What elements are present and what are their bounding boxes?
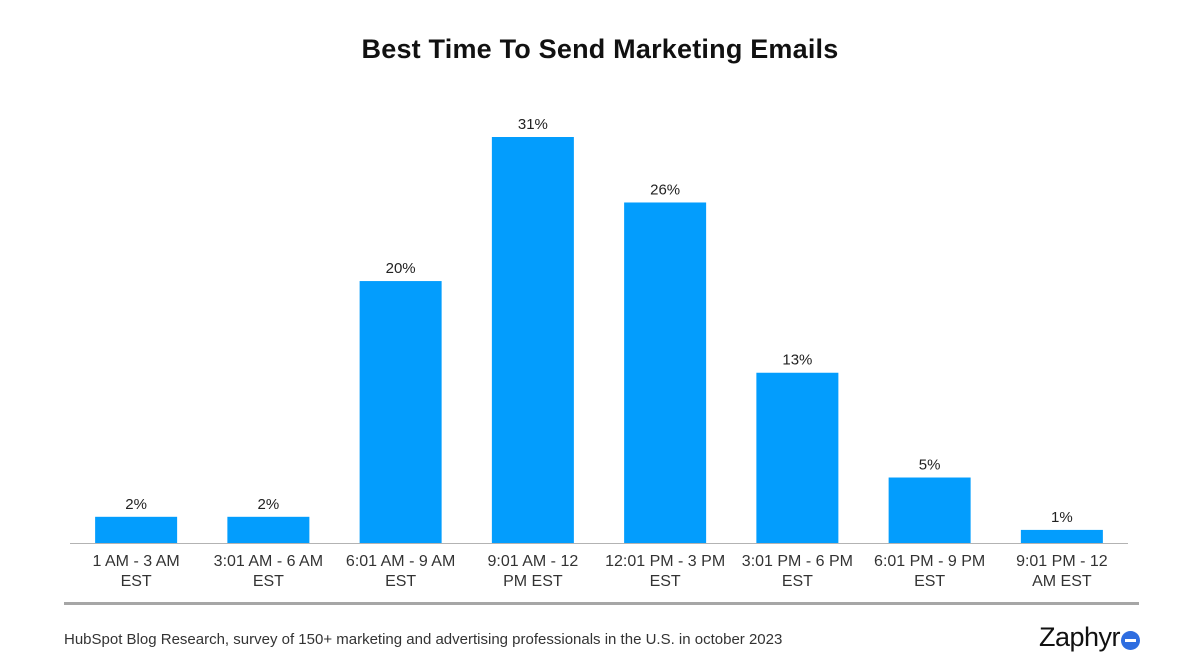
bar [756,372,839,543]
x-tick-label: EST [782,573,813,590]
bar-value-label: 2% [125,496,147,513]
x-tick-label: 9:01 AM - 12 [488,553,579,570]
x-tick-label: EST [914,573,945,590]
source-note: HubSpot Blog Research, survey of 150+ ma… [64,631,783,648]
x-tick-label: EST [121,573,152,590]
bar-value-label: 2% [258,496,280,513]
bar-chart: 2% 1 AM - 3 AM EST 2% 3:01 AM - 6 AM EST 20% 6:… [70,116,1128,590]
x-tick-label: EST [253,573,284,590]
x-tick-label: 6:01 AM - 9 AM [346,553,455,570]
bar-value-label: 1% [1051,509,1073,526]
bar [624,202,707,543]
bar-value-label: 13% [782,352,812,369]
bar-value-label: 31% [518,116,548,133]
x-tick-label: 1 AM - 3 AM [93,553,180,570]
x-tick-label: 9:01 PM - 12 [1016,553,1108,570]
x-tick-label: EST [650,573,681,590]
bar [227,516,310,543]
bar [95,516,178,543]
x-tick-label: 3:01 PM - 6 PM [742,553,853,570]
x-tick-label: 3:01 AM - 6 AM [214,553,323,570]
x-tick-label: 12:01 PM - 3 PM [605,553,725,570]
x-tick-label: AM EST [1032,573,1092,590]
bar-value-label: 5% [919,457,941,474]
brand-logo: Zaphyr [1039,622,1140,653]
brand-name: Zaphyr [1038,622,1121,652]
x-tick-label: 6:01 PM - 9 PM [874,553,985,570]
brand-e-icon [1121,630,1140,650]
chart-title: Best Time To Send Marketing Emails [361,34,839,64]
x-tick-label: PM EST [503,573,563,590]
bar [359,281,442,543]
bar-value-label: 20% [386,260,416,277]
footer-divider [64,602,1139,605]
bar-value-label: 26% [650,181,680,198]
bar [888,477,971,543]
x-tick-label: EST [385,573,416,590]
bar [491,137,574,543]
bar [1020,529,1103,543]
